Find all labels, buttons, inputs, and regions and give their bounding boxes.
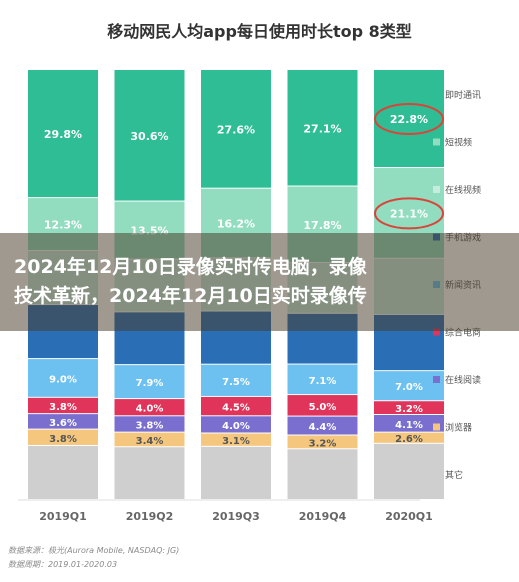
legend-swatch-1 <box>433 138 440 146</box>
chart-title: 移动网民人均app每日使用时长top 8类型 <box>107 22 412 41</box>
data-label-2020Q1-8: 22.8% <box>390 113 428 126</box>
bar-segment-2019Q3-3 <box>201 396 271 416</box>
banner-line-1: 2024年12月10日录像实时传电脑，录像 <box>14 253 509 282</box>
legend-label-6: 在线阅读 <box>445 374 481 386</box>
banner-line-2-text: 技术革新，2024年12月10日实时录像传 <box>14 285 367 307</box>
banner-text: 2024年12月10日录像实时传电脑，录像 技术革新，2024年12月10日实时… <box>14 253 509 311</box>
x-tick-label-2019Q4: 2019Q4 <box>299 510 347 523</box>
data-label-2019Q3-3: 4.5% <box>222 403 250 414</box>
bar-segment-2019Q1-0 <box>28 445 98 499</box>
highlight-ellipse-即时通讯 <box>374 103 444 136</box>
data-label-2019Q1-4: 9.0% <box>49 374 77 385</box>
data-label-2019Q1-2: 3.6% <box>49 418 77 429</box>
data-label-2019Q4-1: 3.2% <box>309 438 337 449</box>
bar-segment-2019Q1-2 <box>28 414 98 429</box>
overlay-banner <box>0 233 519 331</box>
bar-segment-2019Q2-8 <box>114 70 185 201</box>
data-label-2019Q4-3: 5.0% <box>309 402 337 413</box>
data-label-2020Q1-2: 4.1% <box>395 420 423 431</box>
bar-segment-2019Q4-4 <box>287 364 358 395</box>
data-label-2020Q1-4: 7.0% <box>395 382 423 393</box>
data-label-2019Q1-1: 3.8% <box>49 434 77 445</box>
source-line-1: 数据来源：极光(Aurora Mobile, NASDAQ: JG) <box>8 546 180 555</box>
bar-segment-2019Q4-3 <box>287 395 358 416</box>
bar-segment-2019Q4-8 <box>287 70 358 186</box>
bar-segment-2019Q2-3 <box>114 399 185 416</box>
banner-line-1-text: 2024年12月10日录像实时传电脑，录像 <box>14 256 367 278</box>
data-label-2019Q3-1: 3.1% <box>222 436 250 447</box>
x-tick-label-2019Q3: 2019Q3 <box>212 510 260 523</box>
data-label-2019Q1-7: 12.3% <box>44 219 82 232</box>
bar-segment-2019Q4-2 <box>287 416 358 435</box>
bar-segment-2019Q1-1 <box>28 429 98 445</box>
bar-segment-2019Q2-1 <box>114 432 185 447</box>
x-tick-label-2019Q2: 2019Q2 <box>126 510 174 523</box>
legend-swatch-6 <box>433 376 440 383</box>
data-label-2019Q3-4: 7.5% <box>222 377 250 388</box>
bar-segment-2019Q4-0 <box>287 449 358 499</box>
legend-swatch-7 <box>433 423 440 431</box>
x-tick-label-2020Q1: 2020Q1 <box>385 510 433 523</box>
legend-label-2: 在线视频 <box>445 184 481 196</box>
data-label-2019Q2-1: 3.4% <box>136 436 164 447</box>
legend-label-8: 其它 <box>445 469 463 481</box>
data-label-2019Q2-4: 7.9% <box>136 378 164 389</box>
bar-segment-2019Q1-4 <box>28 359 98 397</box>
bar-segment-2019Q3-0 <box>201 446 271 499</box>
data-label-2019Q2-2: 3.8% <box>136 420 164 431</box>
data-label-2019Q4-7: 17.8% <box>303 219 341 232</box>
bar-segment-2020Q1-4 <box>374 371 444 401</box>
bar-segment-2020Q1-8 <box>374 70 444 168</box>
data-label-2020Q1-7: 21.1% <box>390 207 428 220</box>
bar-segment-2019Q3-8 <box>201 70 271 188</box>
legend-label-7: 浏览器 <box>445 422 472 434</box>
data-label-2019Q3-2: 4.0% <box>222 421 250 432</box>
bar-segment-2019Q2-2 <box>114 416 185 432</box>
data-label-2019Q4-8: 27.1% <box>303 122 341 135</box>
data-label-2019Q2-3: 4.0% <box>136 404 164 415</box>
bar-segment-2019Q3-4 <box>201 364 271 396</box>
bar-segment-2019Q3-2 <box>201 416 271 433</box>
legend-label-0: 即时通讯 <box>445 89 481 101</box>
legend-label-1: 短视频 <box>445 137 472 149</box>
data-label-2020Q1-1: 2.6% <box>395 434 423 445</box>
data-label-2019Q3-7: 16.2% <box>217 218 255 231</box>
legend-swatch-0 <box>433 91 440 98</box>
bar-segment-2020Q1-1 <box>374 432 444 443</box>
source-note: 数据来源：极光(Aurora Mobile, NASDAQ: JG) 数据周期：… <box>8 544 179 572</box>
data-label-2020Q1-3: 3.2% <box>395 404 423 415</box>
source-line-2: 数据周期：2019.01-2020.03 <box>8 560 118 569</box>
data-label-2019Q4-2: 4.4% <box>309 422 337 433</box>
legend-swatch-8 <box>433 471 440 478</box>
bar-segment-2019Q4-1 <box>287 435 358 449</box>
bar-segment-2019Q2-4 <box>114 365 185 399</box>
data-label-2019Q4-4: 7.1% <box>309 376 337 387</box>
bar-segment-2020Q1-2 <box>374 415 444 432</box>
data-label-2019Q2-8: 30.6% <box>130 130 168 143</box>
banner-line-2: 技术革新，2024年12月10日实时录像传 <box>14 282 509 311</box>
data-label-2019Q1-8: 29.8% <box>44 128 82 141</box>
data-label-2019Q3-8: 27.6% <box>217 123 255 136</box>
bar-segment-2020Q1-0 <box>374 443 444 499</box>
bar-segment-2019Q1-8 <box>28 70 98 198</box>
bar-segment-2019Q1-3 <box>28 397 98 414</box>
bar-segment-2020Q1-3 <box>374 401 444 415</box>
bar-segment-2019Q2-0 <box>114 447 185 499</box>
bar-segment-2019Q3-1 <box>201 433 271 446</box>
x-tick-label-2019Q1: 2019Q1 <box>39 510 87 523</box>
data-label-2019Q1-3: 3.8% <box>49 402 77 413</box>
legend-swatch-2 <box>433 186 440 193</box>
highlight-ellipse-短视频 <box>374 197 444 230</box>
legend-swatch-5 <box>433 328 440 336</box>
